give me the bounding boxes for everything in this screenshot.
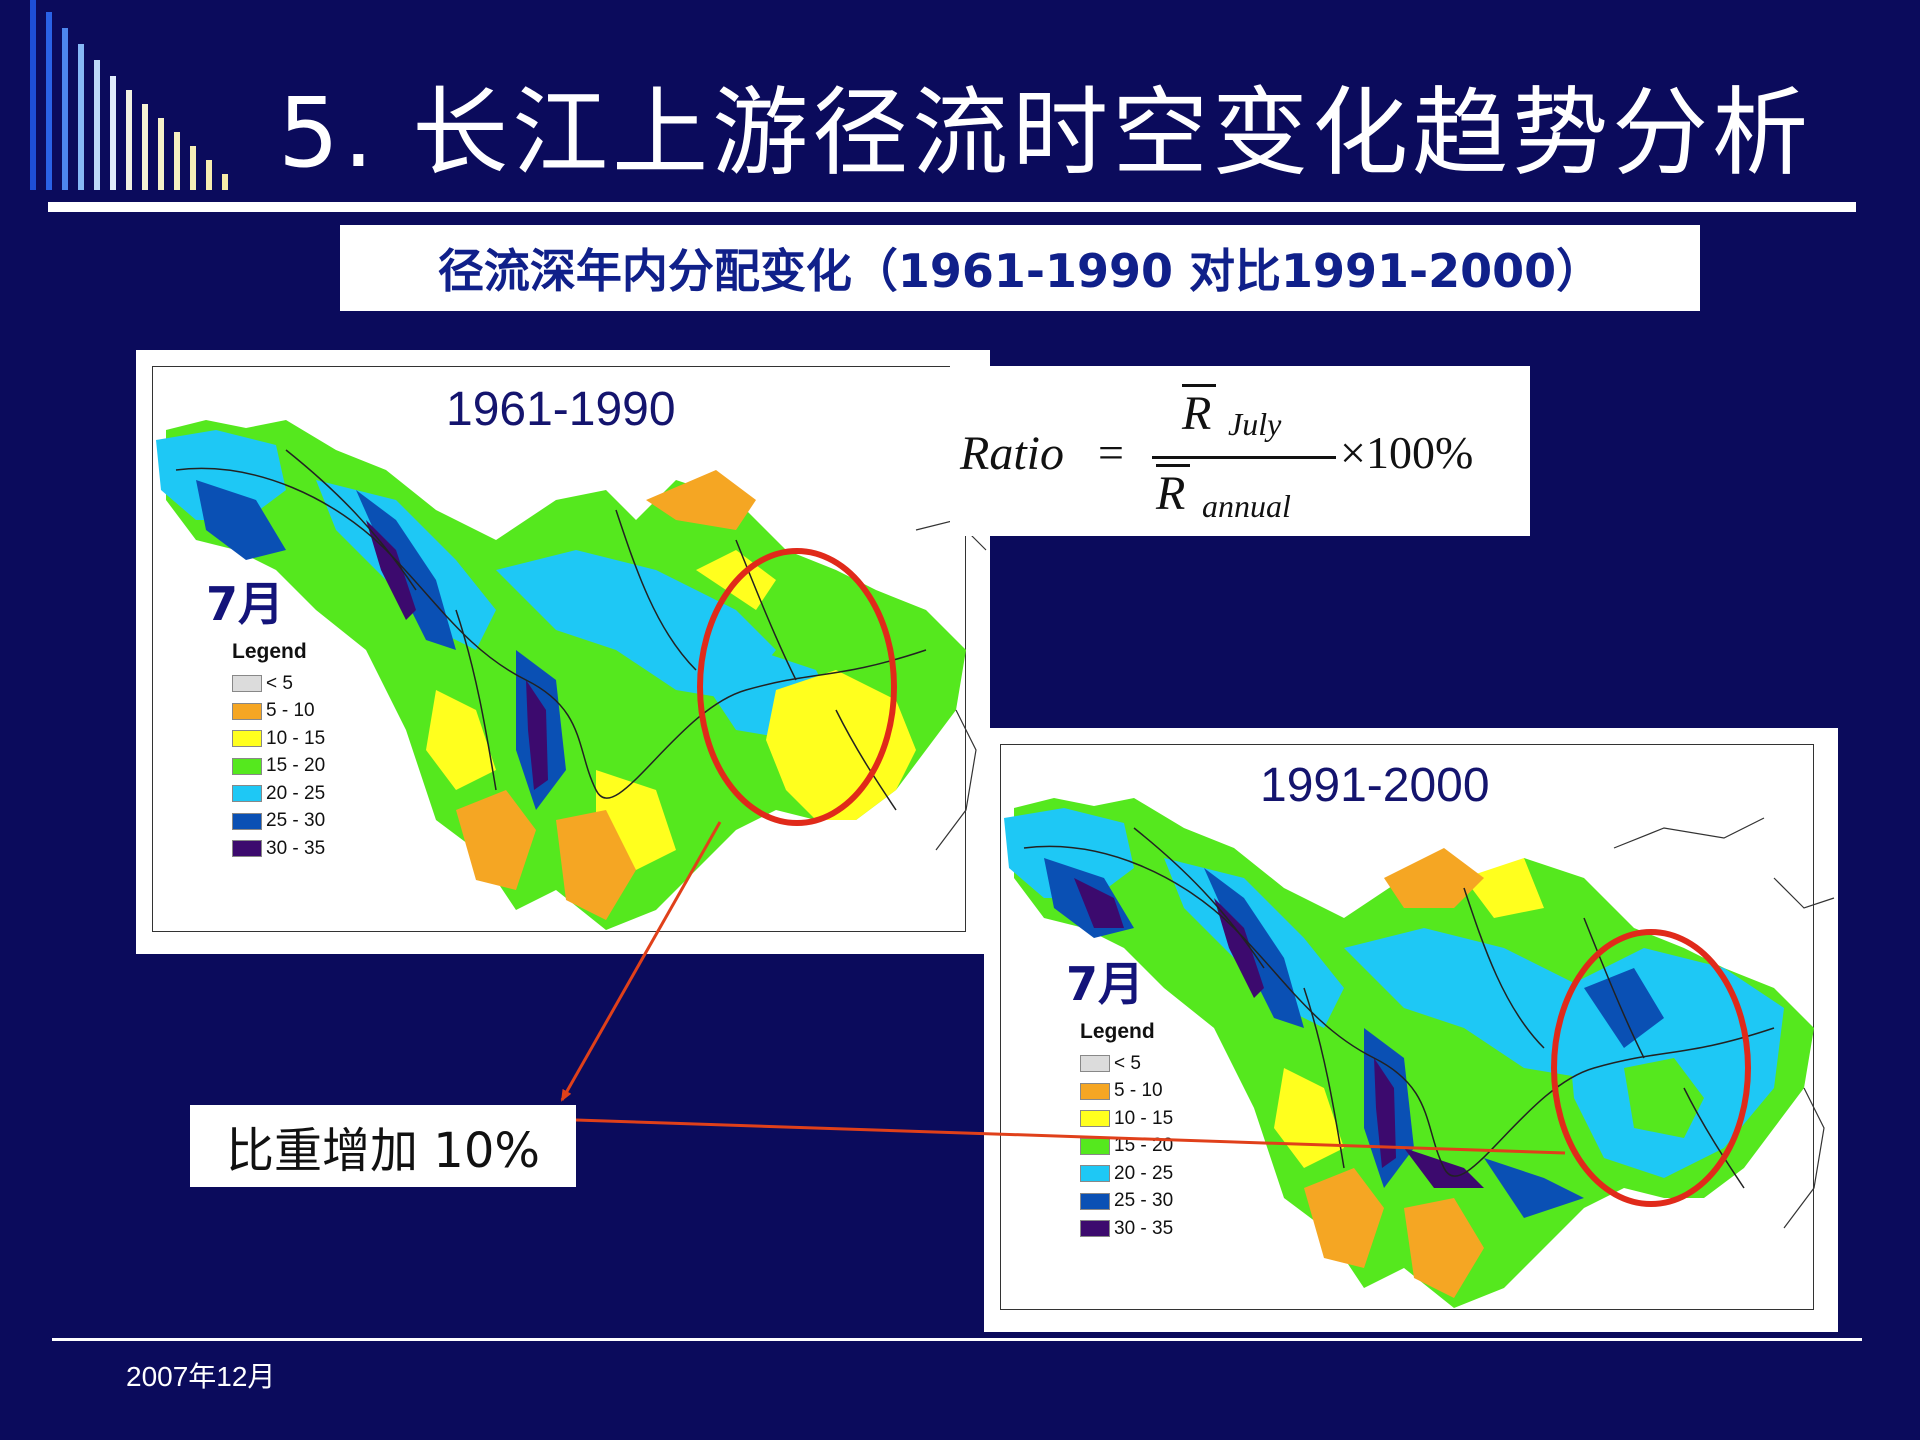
legend-swatch [1080,1110,1110,1128]
legend-swatch [1080,1192,1110,1210]
legend-item: 5 - 10 [232,698,325,726]
legend-swatch [1080,1165,1110,1183]
neighbor-boundaries [1613,817,1835,1229]
legend-rows: < 5 5 - 10 10 - 15 15 - 20 20 - 25 25 - 30 30 … [1080,1050,1173,1243]
legend-item: 20 - 25 [1080,1160,1173,1188]
legend-swatch [232,812,262,830]
footer-divider [52,1338,1862,1341]
legend-label: 30 - 35 [266,837,326,859]
map-period-label: 1961-1990 [446,383,676,436]
legend-label: 15 - 20 [1114,1135,1174,1157]
map-period-label: 1991-2000 [1260,759,1490,812]
denominator-bar [1156,464,1190,467]
annotation-box: 比重增加 10% [190,1105,576,1187]
numerator-bar [1182,384,1216,387]
subtitle-box: 径流深年内分配变化（1961-1990 对比1991-2000） [340,225,1700,311]
map-month-label: 7月 [206,577,285,631]
map-panel-1961-1990: 1961-1990 7月 Legend < 5 5 - 10 10 - 15 15 -… [136,350,990,954]
formula-numerator-sub: July [1228,406,1282,442]
legend-item: < 5 [1080,1050,1173,1078]
formula-equals: = [1098,427,1124,478]
legend-label: 5 - 10 [266,700,315,722]
legend-label: 25 - 30 [266,810,326,832]
legend-item: 5 - 10 [1080,1078,1173,1106]
slide-date: 2007年12月 [126,1361,276,1392]
legend-label: 15 - 20 [266,755,326,777]
decorative-bars [30,0,228,190]
legend-swatch [232,730,262,748]
legend-label: 10 - 15 [1114,1107,1174,1129]
legend-label: 20 - 25 [266,782,326,804]
legend-label: < 5 [1114,1052,1141,1074]
legend-item: 25 - 30 [1080,1188,1173,1216]
slide-title: 5. 长江上游径流时空变化趋势分析 [278,77,1813,189]
formula-multiplier: ×100% [1340,427,1474,478]
ratio-formula: Ratio = R July R annual ×100% [950,366,1530,536]
fraction-line [1152,456,1336,459]
formula-denominator-sub: annual [1202,488,1291,524]
legend-swatch [1080,1055,1110,1073]
map-legend: Legend < 5 5 - 10 10 - 15 15 - 20 20 - 25 25 … [1080,1020,1173,1243]
legend-item: 30 - 35 [232,835,325,863]
legend-title: Legend [232,640,307,663]
legend-swatch [232,785,262,803]
legend-label: 10 - 15 [266,727,326,749]
formula-denominator-symbol: R [1156,467,1186,520]
legend-label: 5 - 10 [1114,1080,1163,1102]
map-panel-1991-2000: 1991-2000 7月 Legend < 5 5 - 10 10 - 15 15 -… [984,728,1838,1332]
legend-item: 15 - 20 [1080,1133,1173,1161]
legend-item: 15 - 20 [232,753,325,781]
legend-item: 10 - 15 [1080,1105,1173,1133]
legend-item: 25 - 30 [232,808,325,836]
formula-numerator-symbol: R [1182,387,1212,440]
legend-item: 20 - 25 [232,780,325,808]
legend-item: 30 - 35 [1080,1215,1173,1243]
legend-swatch [1080,1137,1110,1155]
legend-item: 10 - 15 [232,725,325,753]
formula-lhs: Ratio [960,427,1064,480]
annotation-text: 比重增加 10% [226,1123,540,1179]
legend-swatch [1080,1082,1110,1100]
legend-swatch [232,840,262,858]
basin-purple-zones [366,520,548,790]
legend-swatch [1080,1220,1110,1238]
title-divider [48,202,1856,212]
legend-label: 30 - 35 [1114,1217,1174,1239]
basin-orange-zones [1304,848,1484,1298]
legend-label: 25 - 30 [1114,1190,1174,1212]
legend-item: < 5 [232,670,325,698]
legend-swatch [232,757,262,775]
legend-label: 20 - 25 [1114,1162,1174,1184]
legend-swatch [232,702,262,720]
legend-title: Legend [1080,1020,1155,1043]
legend-swatch [232,675,262,693]
map-legend: Legend < 5 5 - 10 10 - 15 15 - 20 20 - 25 25 … [232,640,325,863]
legend-rows: < 5 5 - 10 10 - 15 15 - 20 20 - 25 25 - 30 30 … [232,670,325,863]
legend-label: < 5 [266,672,293,694]
slide-subtitle: 径流深年内分配变化（1961-1990 对比1991-2000） [437,244,1603,298]
map-month-label: 7月 [1066,957,1145,1011]
